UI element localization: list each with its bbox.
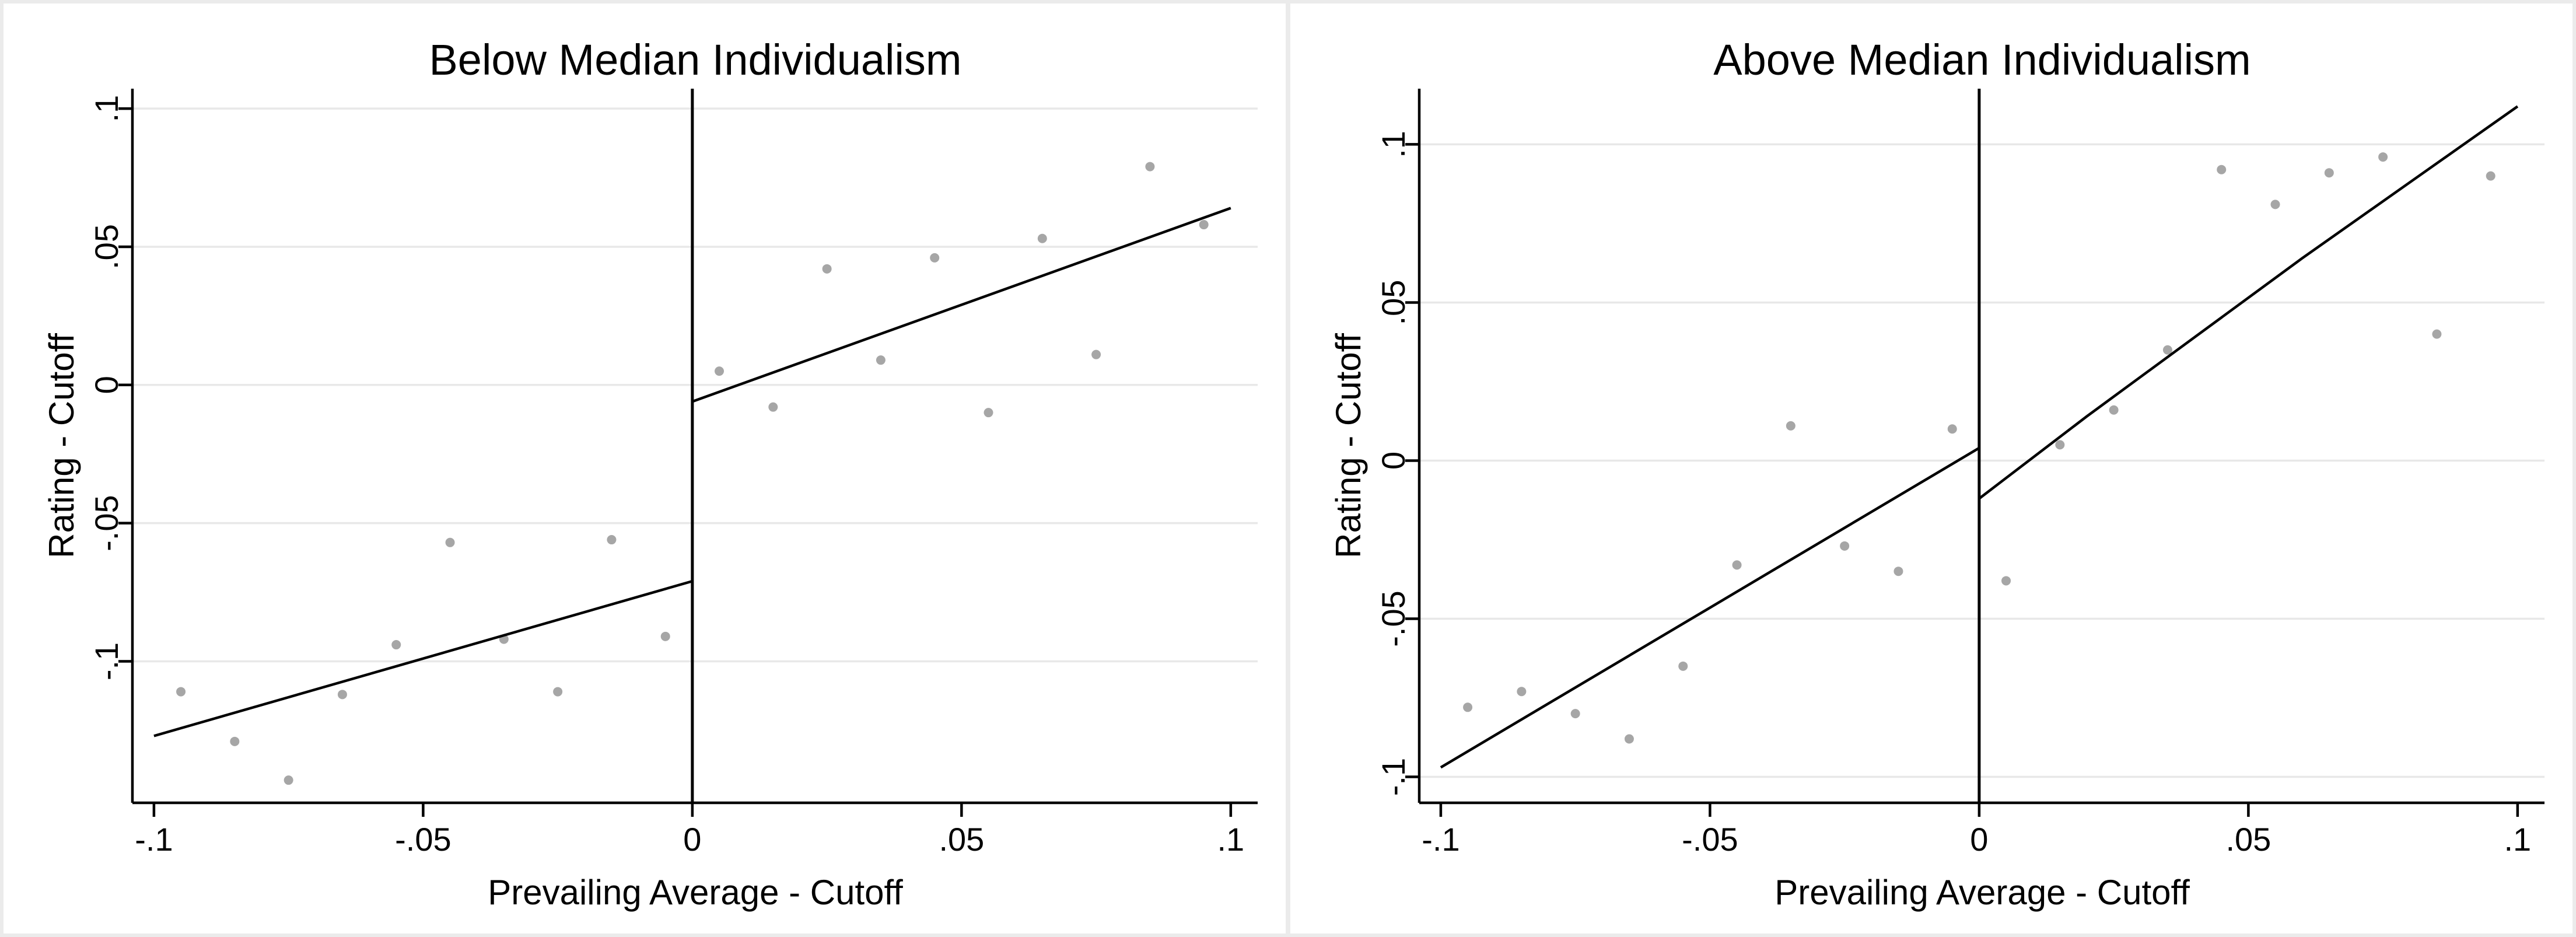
chart-below-median: Below Median Individualism Rating - Cuto… bbox=[42, 36, 1258, 912]
x-tick-label: .1 bbox=[2504, 821, 2532, 858]
y-axis-label: Rating - Cutoff bbox=[1329, 333, 1368, 558]
panel-above-median: Above Median Individualism Rating - Cuto… bbox=[1290, 4, 2572, 933]
chart-title: Below Median Individualism bbox=[429, 36, 961, 84]
y-tick-label: .1 bbox=[88, 95, 125, 123]
data-point bbox=[930, 253, 940, 263]
data-point bbox=[1463, 702, 1473, 712]
data-point bbox=[1678, 661, 1688, 671]
x-tick-label: -.05 bbox=[395, 821, 452, 858]
x-tick-label: -.1 bbox=[135, 821, 173, 858]
y-tick-label: -.1 bbox=[88, 642, 125, 680]
data-point bbox=[768, 402, 778, 412]
x-tick-label: 0 bbox=[683, 821, 701, 858]
data-point bbox=[2378, 152, 2388, 162]
fit-line-left-of-cutoff bbox=[1440, 446, 1980, 769]
data-point bbox=[230, 736, 240, 746]
data-point bbox=[1570, 709, 1580, 719]
x-axis-label: Prevailing Average - Cutoff bbox=[1774, 873, 2190, 912]
y-axis-label: Rating - Cutoff bbox=[42, 333, 81, 558]
data-point bbox=[337, 690, 347, 700]
fit-line-right-of-cutoff bbox=[1978, 105, 2519, 500]
data-point bbox=[1091, 349, 1101, 359]
data-point bbox=[2109, 405, 2119, 415]
data-point bbox=[445, 537, 455, 547]
chart-title: Above Median Individualism bbox=[1713, 36, 2250, 84]
data-point bbox=[660, 631, 670, 641]
data-point bbox=[1199, 220, 1209, 230]
x-tick-label: .05 bbox=[939, 821, 984, 858]
y-tick-label: 0 bbox=[1375, 452, 1412, 470]
data-point bbox=[715, 366, 724, 376]
y-tick-label: .05 bbox=[1375, 280, 1412, 326]
data-point bbox=[2324, 168, 2334, 178]
data-point bbox=[1732, 560, 1742, 570]
fit-line-left-of-cutoff bbox=[153, 579, 693, 737]
data-point bbox=[1840, 541, 1850, 551]
data-point bbox=[1037, 233, 1047, 243]
y-tick-label: -.05 bbox=[88, 495, 125, 551]
data-point bbox=[1517, 687, 1527, 697]
chart-above-median: Above Median Individualism Rating - Cuto… bbox=[1329, 36, 2544, 912]
x-tick-label: .1 bbox=[1217, 821, 1245, 858]
data-point bbox=[176, 687, 186, 697]
data-point bbox=[822, 264, 832, 274]
y-tick-label: -.1 bbox=[1375, 758, 1412, 796]
y-tick-label: .1 bbox=[1375, 131, 1412, 158]
data-point bbox=[391, 640, 401, 650]
x-tick-label: 0 bbox=[1970, 821, 1988, 858]
data-point bbox=[2486, 171, 2496, 181]
data-point bbox=[876, 355, 886, 365]
data-point bbox=[1786, 421, 1796, 431]
data-point bbox=[1947, 424, 1957, 434]
y-tick-label: 0 bbox=[88, 376, 125, 394]
data-point bbox=[2162, 345, 2172, 355]
data-point bbox=[2055, 440, 2065, 450]
data-point bbox=[1894, 567, 1903, 576]
x-axis-label: Prevailing Average - Cutoff bbox=[488, 873, 903, 912]
x-tick-label: .05 bbox=[2225, 821, 2271, 858]
data-point bbox=[2001, 576, 2011, 586]
y-tick-label: -.05 bbox=[1375, 590, 1412, 647]
chart-geometry bbox=[1405, 89, 2544, 817]
fit-line-right-of-cutoff bbox=[692, 207, 1231, 403]
data-point bbox=[284, 775, 293, 785]
x-tick-label: -.05 bbox=[1682, 821, 1738, 858]
data-point bbox=[984, 408, 993, 418]
data-point bbox=[2217, 165, 2227, 174]
panel-below-median: Below Median Individualism Rating - Cuto… bbox=[4, 4, 1286, 933]
data-point bbox=[553, 687, 563, 697]
y-tick-label: .05 bbox=[88, 224, 125, 270]
data-point bbox=[1624, 734, 1634, 744]
data-point bbox=[607, 535, 617, 545]
data-point bbox=[2270, 200, 2280, 209]
data-point bbox=[1145, 162, 1155, 172]
chart-geometry bbox=[118, 89, 1258, 817]
x-tick-label: -.1 bbox=[1422, 821, 1460, 858]
data-point bbox=[2432, 329, 2442, 339]
